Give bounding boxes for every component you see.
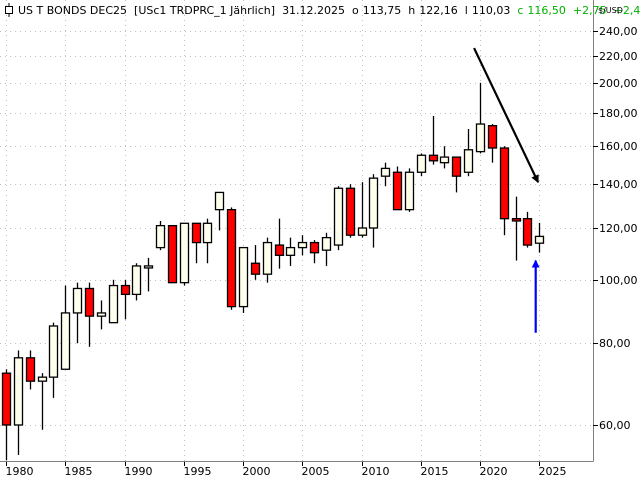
candle [155,224,166,249]
price-label: 80,00 [599,336,631,350]
candle [96,312,107,317]
bar-date: 31.12.2025 [282,3,346,17]
price-label: 220,00 [599,49,638,63]
candle [214,191,225,211]
price-label: 160,00 [599,139,638,153]
candle [120,284,131,296]
price-label: 60,00 [599,418,631,432]
candle [428,154,439,162]
candle [451,156,462,177]
year-label: 2000 [242,465,271,478]
candle [511,218,522,222]
low-value: 110,03 [471,3,511,17]
instrument-name: US T BONDS DEC25 [18,3,128,17]
candle [380,167,391,177]
candle [226,209,237,308]
candle [167,224,178,284]
change-percent: +2,42% [613,3,640,17]
candle [534,235,545,244]
candle [522,218,533,246]
candle [392,171,403,211]
year-label: 2025 [538,465,567,478]
price-label: 180,00 [599,106,638,120]
data-source: [USc1 TRDPRC_1 Jährlich] [134,3,276,17]
price-label: 240,00 [599,24,638,38]
candle [463,149,474,173]
year-label: 1995 [183,465,212,478]
year-label: 2020 [479,465,508,478]
candle [309,241,320,254]
candle [404,171,415,211]
year-label: 2010 [361,465,390,478]
candle [48,325,59,378]
close-label: c [517,3,524,17]
price-label: 100,00 [599,273,638,287]
year-label: 1985 [64,465,93,478]
candle [72,287,83,314]
candle [60,312,71,370]
close-value: 116,50 [527,3,566,17]
candle [368,177,379,229]
annotations [473,47,540,333]
candle [202,222,213,244]
year-label: 2015 [420,465,449,478]
candle [108,284,119,324]
candle [499,147,510,220]
candle [475,123,486,153]
price-label: 200,00 [599,76,638,90]
candle [416,154,427,173]
candle [84,287,95,317]
candle [321,236,332,251]
candle [487,125,498,149]
candle-symbol-icon [4,3,14,17]
candle [13,357,24,426]
candle [191,222,202,244]
candle [297,241,308,249]
candle [1,372,12,426]
year-label: 2005 [301,465,330,478]
price-label: 140,00 [599,177,638,191]
candle [37,376,48,382]
candle [274,244,285,256]
high-value: 122,16 [419,3,458,17]
year-label: 1990 [124,465,153,478]
low-label: l [464,3,468,17]
open-value: 113,75 [362,3,402,17]
chart-header: US T BONDS DEC25 [USc1 TRDPRC_1 Jährlich… [4,3,640,17]
candle [250,262,261,275]
candle [345,187,356,236]
candle [238,246,249,308]
price-ticks [593,31,598,426]
price-unit: $/USD [598,6,623,15]
year-label: 1980 [5,465,34,478]
change-value: +2,75 [572,3,607,17]
open-label: o [352,3,359,17]
price-label: 120,00 [599,221,638,235]
high-label: h [408,3,416,17]
candle [143,265,154,269]
candle [333,187,344,246]
time-ticks [6,462,540,466]
candle [262,241,273,275]
candle [439,156,450,164]
candle [131,265,142,296]
candle [357,227,368,236]
candles [1,82,545,461]
candle [285,246,296,256]
candle [179,222,190,284]
downtrend-arrow [473,47,540,184]
candle [25,357,36,382]
